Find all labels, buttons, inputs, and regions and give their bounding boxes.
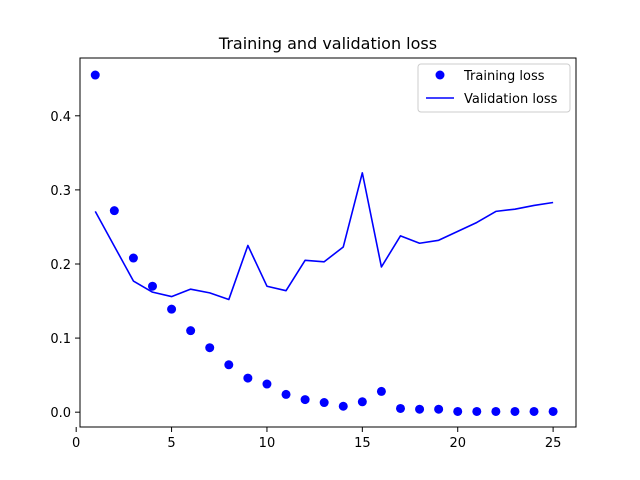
training-loss-point [128,253,138,263]
training-loss-point [376,386,386,396]
training-loss-point [147,281,157,291]
chart-title: Training and validation loss [218,34,437,53]
y-tick-label: 0.3 [50,184,71,199]
x-tick-label: 0 [72,436,80,451]
y-tick-label: 0.1 [50,332,71,347]
y-tick-label: 0.4 [50,110,71,125]
training-loss-point [338,401,348,411]
training-loss-points [90,70,558,416]
training-loss-point [453,406,463,416]
y-tick-label: 0.2 [50,258,71,273]
training-loss-point [243,373,253,383]
x-tick-label: 5 [167,436,175,451]
x-tick-label: 15 [354,436,371,451]
training-loss-point [262,379,272,389]
training-loss-point [510,406,520,416]
training-loss-point [472,406,482,416]
training-loss-point [529,406,539,416]
training-loss-point [434,404,444,414]
legend-box [417,63,571,113]
training-loss-point [167,304,177,314]
legend-training-label: Training loss [463,69,545,84]
legend-training-marker [435,70,445,80]
training-loss-point [281,389,291,399]
training-loss-point [491,406,501,416]
training-loss-point [300,395,310,405]
training-loss-point [109,206,119,216]
training-loss-point [90,70,100,80]
x-tick-label: 10 [259,436,276,451]
training-loss-point [357,397,367,407]
x-tick-label: 20 [449,436,466,451]
legend: Training loss Validation loss [417,63,571,113]
training-loss-point [319,398,329,408]
training-loss-point [186,326,196,336]
training-loss-point [205,343,215,353]
training-loss-point [415,404,425,414]
training-loss-point [224,360,234,370]
validation-loss-line [94,172,554,301]
plot-frame [79,57,577,428]
training-loss-point [548,406,558,416]
training-loss-point [395,403,405,413]
x-axis: 0 5 10 15 20 25 [72,427,561,451]
legend-validation-label: Validation loss [464,92,558,107]
y-tick-label: 0.0 [50,406,71,421]
y-axis: 0.0 0.1 0.2 0.3 0.4 [50,110,80,421]
x-tick-label: 25 [545,436,562,451]
